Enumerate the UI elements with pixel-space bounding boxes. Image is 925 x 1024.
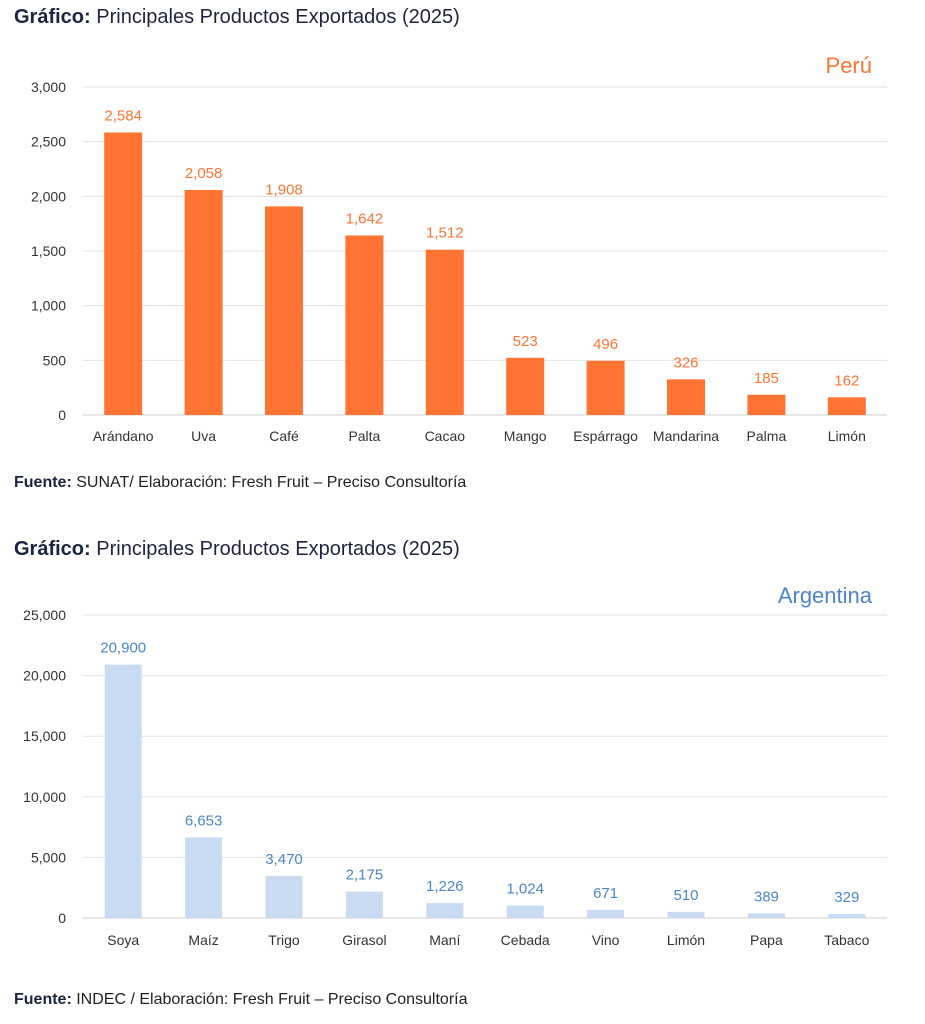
y-tick-label: 1,500 (31, 243, 66, 259)
bar-peru (586, 360, 625, 415)
chart-peru: 0 500 1,000 1,500 2,000 2,500 3,000 Perú 2,584 Ar… (31, 53, 887, 444)
x-tick-label: Mango (504, 428, 547, 444)
x-tick-label: Palma (747, 428, 787, 444)
bar-peru (104, 132, 143, 415)
data-label: 6,653 (185, 812, 223, 829)
y-tick-label: 3,000 (31, 79, 66, 95)
data-label: 326 (673, 354, 698, 371)
data-label: 1,642 (346, 210, 384, 227)
x-tick-label: Papa (750, 932, 783, 948)
x-tick-label: Cacao (425, 428, 466, 444)
chart-1-source: Fuente: SUNAT/ Elaboración: Fresh Fruit … (14, 474, 466, 492)
chart-2-source-bold: Fuente: (14, 991, 72, 1008)
bar-argentina (426, 903, 464, 918)
chart-2-heading: Gráfico: Principales Productos Exportado… (14, 538, 460, 561)
y-tick-label: 25,000 (23, 607, 66, 623)
bar-peru (345, 235, 384, 415)
chart-2-heading-text: Principales Productos Exportados (2025) (96, 538, 460, 560)
x-tick-label: Limón (828, 428, 866, 444)
chart-1-source-text: SUNAT/ Elaboración: Fresh Fruit – Precis… (76, 474, 467, 491)
y-tick-label: 0 (58, 407, 66, 423)
bar-argentina (185, 837, 223, 918)
bar-peru (667, 379, 705, 415)
x-tick-label: Vino (592, 932, 620, 948)
bar-argentina (104, 664, 142, 918)
chart-1-source-bold: Fuente: (14, 474, 72, 491)
chart-1-heading-bold: Gráfico: (14, 6, 91, 28)
x-tick-label: Tabaco (824, 932, 869, 948)
chart-2-heading-bold: Gráfico: (14, 538, 91, 560)
data-label: 3,470 (265, 851, 303, 868)
bar-peru (265, 206, 303, 415)
bar-argentina (747, 913, 785, 918)
y-tick-label: 2,500 (31, 134, 66, 150)
x-tick-label: Mandarina (653, 428, 719, 444)
x-tick-label: Maní (429, 932, 460, 948)
y-tick-label: 5,000 (31, 849, 66, 865)
bar-peru (747, 394, 786, 415)
y-tick-label: 500 (43, 352, 67, 368)
x-tick-label: Cebada (501, 932, 550, 948)
data-label: 20,900 (100, 640, 146, 657)
x-tick-label: Girasol (342, 932, 386, 948)
bar-argentina (345, 891, 383, 918)
x-tick-label: Trigo (268, 932, 300, 948)
bar-argentina (506, 905, 544, 918)
y-tick-label: 10,000 (23, 789, 66, 805)
y-tick-label: 15,000 (23, 728, 66, 744)
data-label: 1,512 (426, 225, 464, 242)
y-tick-label: 1,000 (31, 298, 66, 314)
data-label: 510 (673, 887, 698, 904)
data-label: 162 (834, 372, 859, 389)
chart-1-heading: Gráfico: Principales Productos Exportado… (14, 6, 460, 29)
x-tick-label: Café (269, 428, 299, 444)
data-label: 1,024 (506, 881, 544, 898)
bar-peru (827, 397, 866, 415)
bar-argentina (828, 914, 866, 918)
y-tick-label: 2,000 (31, 188, 66, 204)
bar-argentina (265, 875, 303, 918)
x-tick-label: Limón (667, 932, 705, 948)
data-label: 185 (754, 370, 779, 387)
data-label: 1,226 (426, 878, 464, 895)
chart-2-source-text: INDEC / Elaboración: Fresh Fruit – Preci… (76, 991, 468, 1008)
x-tick-label: Palta (348, 428, 380, 444)
chart-1-heading-text: Principales Productos Exportados (2025) (96, 6, 460, 28)
data-label: 1,908 (265, 181, 303, 198)
data-label: 389 (754, 888, 779, 905)
bar-argentina (587, 909, 625, 918)
data-label: 2,175 (346, 867, 384, 884)
data-label: 2,058 (185, 165, 223, 182)
x-tick-label: Maíz (188, 932, 218, 948)
y-tick-label: 0 (58, 910, 66, 926)
chart-argentina: 0 5,000 10,000 15,000 20,000 25,000 Argentina 2… (23, 583, 887, 948)
bar-peru (506, 357, 545, 415)
bar-argentina (667, 911, 705, 918)
data-label: 2,584 (104, 107, 142, 124)
chart-2-source: Fuente: INDEC / Elaboración: Fresh Fruit… (14, 991, 468, 1009)
bar-peru (184, 189, 223, 415)
x-tick-label: Arándano (93, 428, 154, 444)
chart-title: Perú (826, 53, 872, 78)
y-tick-label: 20,000 (23, 668, 66, 684)
bar-peru (425, 249, 464, 415)
x-tick-label: Soya (107, 932, 139, 948)
x-tick-label: Espárrago (573, 428, 638, 444)
data-label: 329 (834, 889, 859, 906)
data-label: 671 (593, 885, 618, 902)
data-label: 523 (513, 333, 538, 350)
data-label: 496 (593, 336, 618, 353)
chart-title: Argentina (778, 583, 873, 608)
x-tick-label: Uva (191, 428, 216, 444)
